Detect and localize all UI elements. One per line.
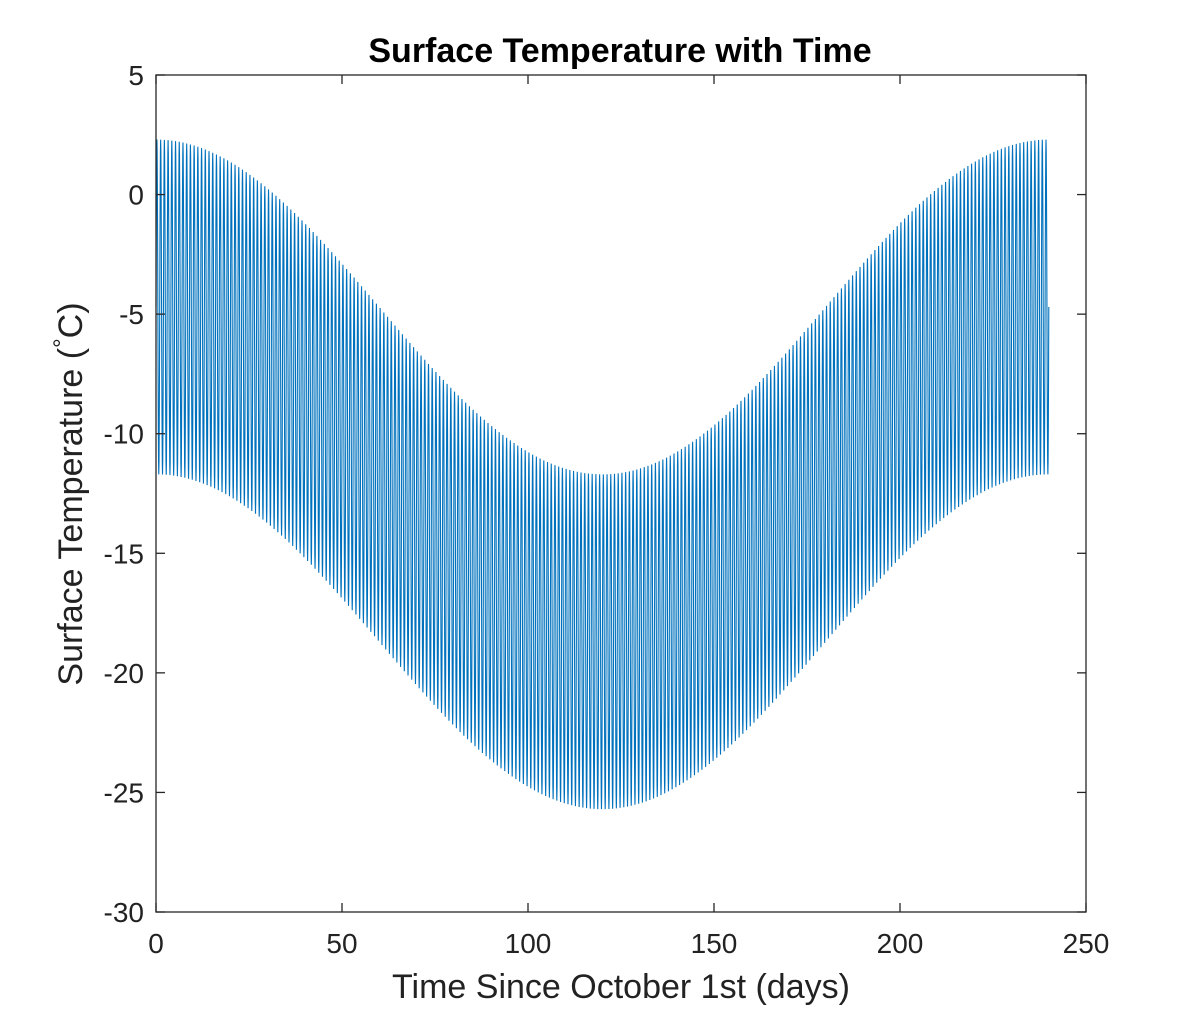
y-axis-label-text: Surface Temperature ( (52, 347, 90, 685)
x-tick-label: 250 (1063, 928, 1110, 959)
y-tick-label: -15 (104, 538, 144, 569)
y-tick-label: -5 (119, 299, 144, 330)
y-tick-label: -25 (104, 777, 144, 808)
axes-box (155, 74, 1087, 913)
x-tick-label: 150 (691, 928, 738, 959)
y-tick-label: -20 (104, 658, 144, 689)
x-tick-label: 200 (877, 928, 924, 959)
y-tick-label: -10 (104, 419, 144, 450)
y-axis-ticks: 5 0 -5 -10 -15 -20 -25 -30 (104, 60, 1086, 928)
chart-title: Surface Temperature with Time (368, 32, 871, 70)
x-axis-label: Time Since October 1st (days) (392, 968, 850, 1006)
x-axis-ticks: 0 50 100 150 200 250 (148, 75, 1109, 959)
series-temperature-line (155, 139, 1050, 810)
y-axis-label: Surface Temperature (°C) (49, 302, 90, 685)
plot-area (155, 139, 1050, 810)
x-tick-label: 0 (148, 928, 164, 959)
y-tick-label: 0 (128, 180, 144, 211)
y-axis-label-degree: ° (49, 338, 76, 348)
x-tick-label: 100 (505, 928, 552, 959)
y-tick-label: 5 (128, 60, 144, 91)
x-tick-label: 50 (326, 928, 357, 959)
y-tick-label: -30 (104, 897, 144, 928)
y-axis-label-unit: C) (52, 302, 90, 338)
